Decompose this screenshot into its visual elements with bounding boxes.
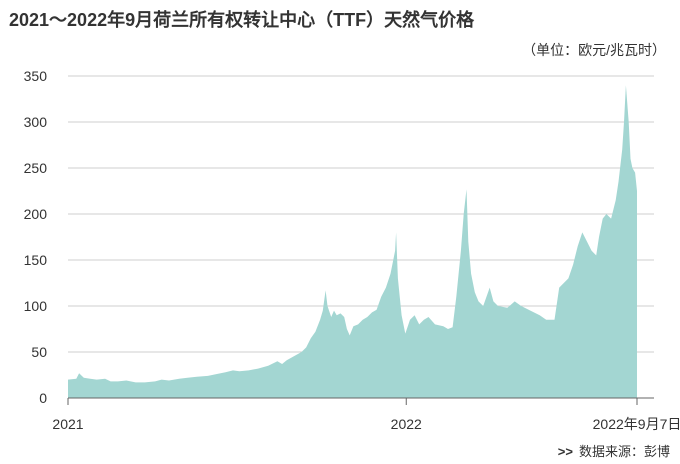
- y-tick-label: 300: [24, 114, 48, 130]
- source-note: >> 数据来源：彭博: [558, 441, 670, 460]
- axes: 0 50 100 150 200 250 300 350 2021 2022 2022年9月7日: [24, 68, 680, 432]
- x-tick-label: 2021: [52, 416, 83, 432]
- x-tick-label: 2022: [391, 416, 422, 432]
- source-text: 数据来源：彭博: [578, 444, 670, 459]
- chart-title: 2021～2022年9月荷兰所有权转让中心（TTF）天然气价格: [9, 10, 475, 30]
- y-tick-label: 250: [24, 160, 48, 176]
- y-tick-label: 0: [39, 390, 47, 406]
- y-tick-label: 200: [24, 206, 48, 222]
- price-area: [68, 85, 637, 398]
- x-tick-label: 2022年9月7日: [593, 416, 680, 432]
- source-arrow: >>: [557, 444, 573, 459]
- y-tick-label: 350: [24, 68, 48, 84]
- y-tick-label: 50: [31, 344, 47, 360]
- unit-label: （单位：欧元/兆瓦时）: [522, 42, 666, 58]
- y-tick-label: 100: [24, 298, 48, 314]
- y-tick-label: 150: [24, 252, 48, 268]
